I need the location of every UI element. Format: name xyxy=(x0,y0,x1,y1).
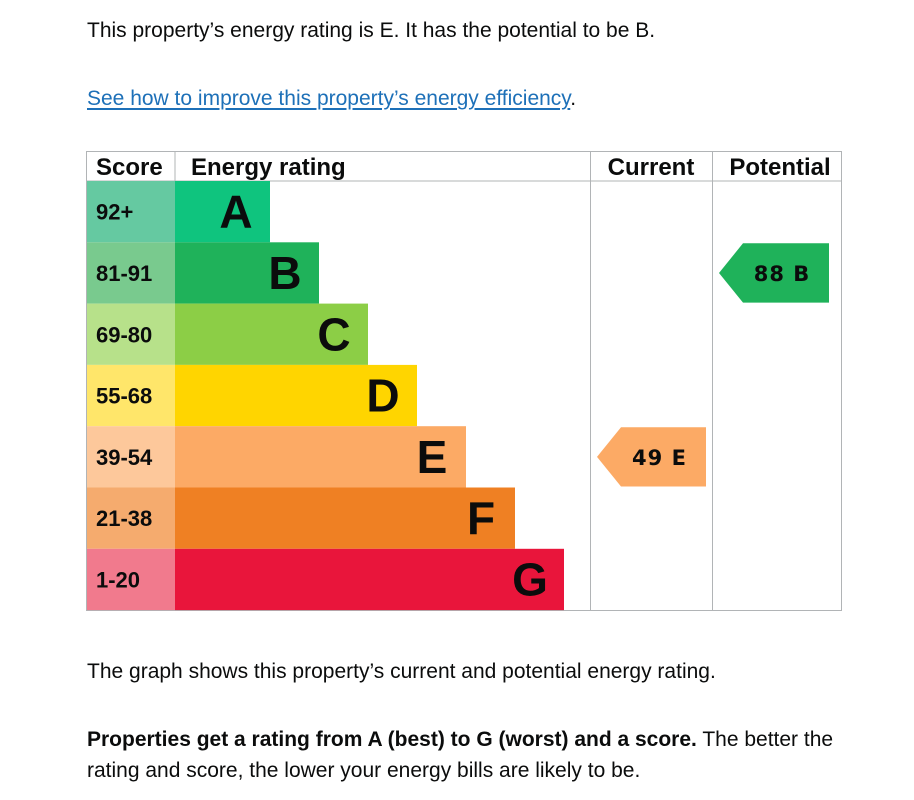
score-cell-d xyxy=(87,364,175,427)
band-letter-b: B xyxy=(268,247,301,299)
band-letter-d: D xyxy=(366,370,399,422)
band-letter-a: A xyxy=(219,186,252,238)
score-cell-a xyxy=(87,181,175,243)
potential-rating-label: 88 B xyxy=(754,262,811,286)
score-label-c: 69-80 xyxy=(96,322,152,347)
rating-explanation-rest: The better the rating and score, the low… xyxy=(87,728,834,782)
current-arrow xyxy=(597,427,706,487)
band-bar-g xyxy=(175,548,564,611)
graph-description: The graph shows this property’s current … xyxy=(87,660,716,683)
band-letter-f: F xyxy=(467,492,495,544)
header-potential: Potential xyxy=(729,154,830,181)
score-label-g: 1-20 xyxy=(96,567,140,592)
score-cell-c xyxy=(87,303,175,365)
potential-arrow xyxy=(719,243,829,303)
rating-summary: This property’s energy rating is E. It h… xyxy=(87,19,656,42)
chart-headers: Score Energy rating Current Potential xyxy=(96,154,831,181)
band-letter-e: E xyxy=(417,431,448,483)
score-label-a: 92+ xyxy=(96,200,133,225)
band-letter-c: C xyxy=(317,308,350,360)
rating-explanation: Properties get a rating from A (best) to… xyxy=(87,724,847,786)
improve-paragraph: See how to improve this property’s energ… xyxy=(87,83,576,114)
band-letter-g: G xyxy=(512,553,548,605)
band-bar-e xyxy=(175,426,466,488)
score-label-b: 81-91 xyxy=(96,261,152,286)
score-cell-g xyxy=(87,548,175,611)
improve-efficiency-link[interactable]: See how to improve this property’s energ… xyxy=(87,87,571,110)
header-energy-rating: Energy rating xyxy=(191,154,346,181)
score-cell-e xyxy=(87,426,175,488)
header-current: Current xyxy=(608,154,695,181)
chart-bands: 92+ A 81-91 B 69-80 C 55-68 D 39-54 E 21-38 F 1-20 G xyxy=(87,181,564,611)
score-cell-f xyxy=(87,487,175,549)
score-label-f: 21-38 xyxy=(96,506,152,531)
score-cell-b xyxy=(87,242,175,304)
header-score: Score xyxy=(96,154,163,181)
chart-arrows: 49 E 88 B xyxy=(597,243,829,487)
score-label-d: 55-68 xyxy=(96,384,152,409)
improve-link-suffix: . xyxy=(570,87,577,110)
band-bar-d xyxy=(175,364,417,427)
band-bar-a xyxy=(175,181,270,243)
current-rating-label: 49 E xyxy=(632,446,687,470)
band-bar-b xyxy=(175,242,319,304)
band-bar-f xyxy=(175,487,515,549)
band-bar-c xyxy=(175,303,368,365)
score-label-e: 39-54 xyxy=(96,445,153,470)
rating-explanation-bold: Properties get a rating from A (best) to… xyxy=(87,728,697,751)
chart-border xyxy=(86,151,842,611)
